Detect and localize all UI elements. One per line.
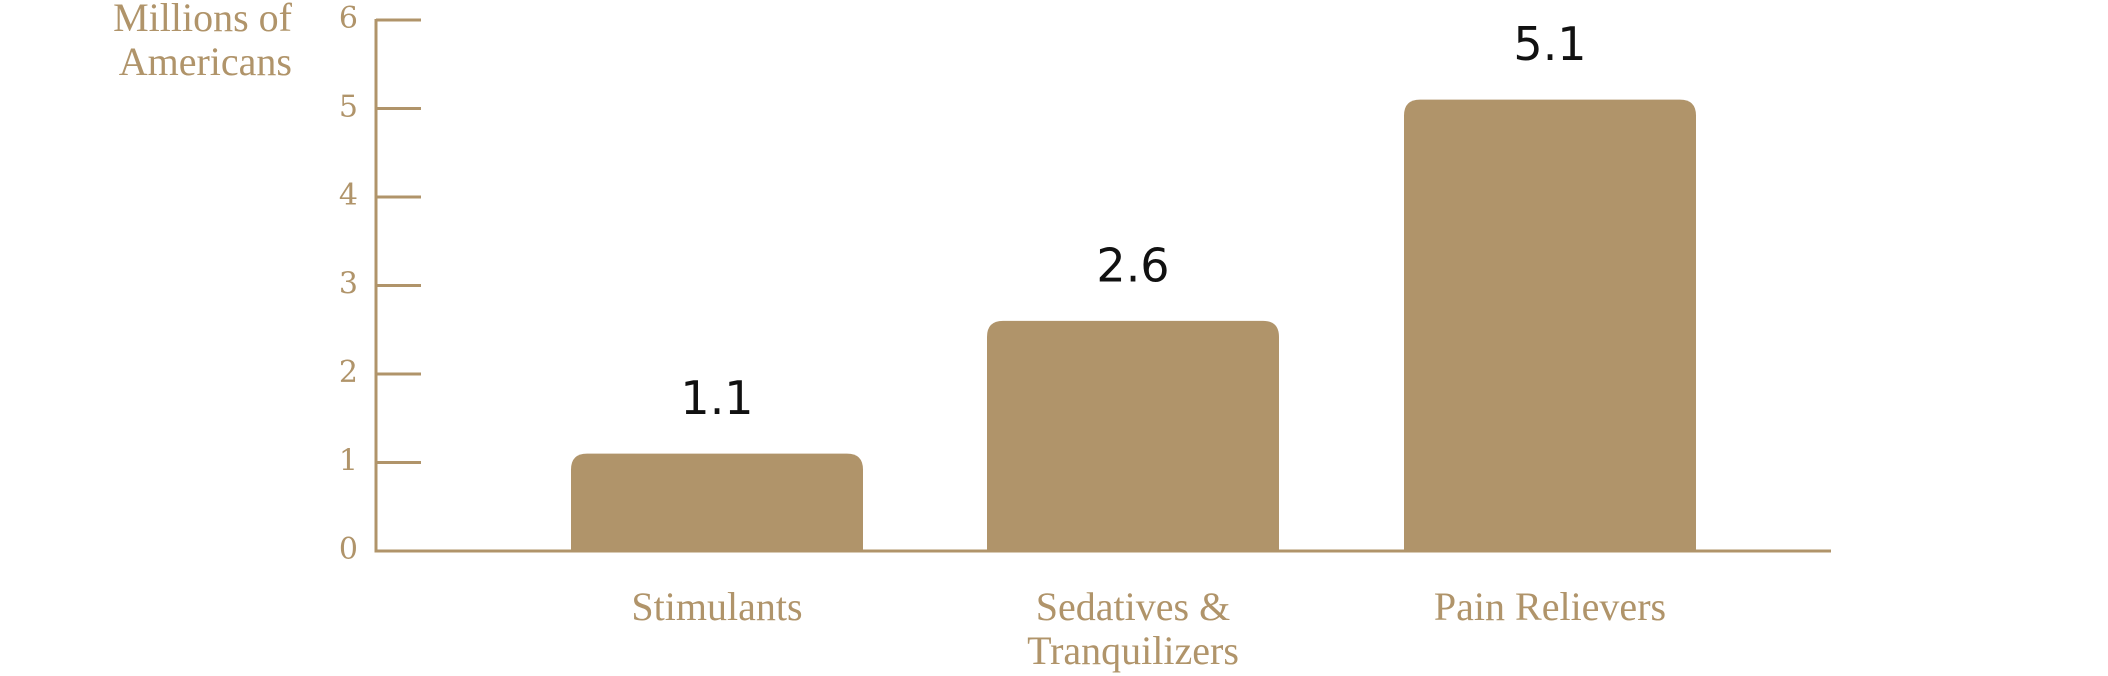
- y-tick-label: 3: [339, 267, 358, 302]
- y-tick-label: 0: [339, 532, 358, 567]
- y-axis-label: Millions of Americans: [113, 0, 292, 84]
- x-tick-label: Pain Relievers: [1433, 584, 1667, 629]
- y-tick-label: 1: [339, 444, 358, 479]
- bar: [1404, 99, 1696, 552]
- y-tick-label: 2: [339, 355, 358, 390]
- value-label: 1.1: [680, 371, 753, 425]
- bar: [571, 453, 863, 551]
- y-tick-label: 6: [339, 1, 358, 36]
- value-label: 5.1: [1513, 17, 1586, 71]
- value-label: 2.6: [1096, 238, 1169, 292]
- y-tick-label: 5: [339, 90, 358, 125]
- bar: [987, 320, 1279, 551]
- x-tick-label: Stimulants: [631, 584, 803, 629]
- y-tick-label: 4: [339, 178, 358, 213]
- x-tick-label: Sedatives & Tranquilizers: [1027, 584, 1239, 673]
